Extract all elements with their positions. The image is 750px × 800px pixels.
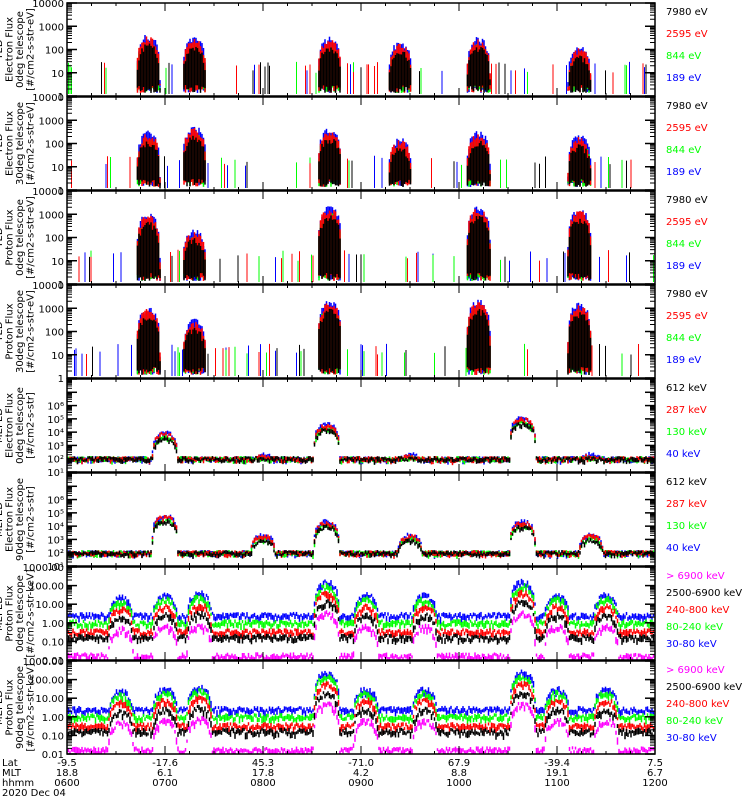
y-axis-label: TED Electron Flux 0deg telescope [#/cm2-s-s… <box>0 8 37 91</box>
y-axis-label-line: TED <box>0 133 5 154</box>
y-axis-label-line: 30deg telescope <box>15 290 26 373</box>
y-axis-label-line: 30deg telescope <box>15 102 26 185</box>
y-tick-label: 10⁵ <box>47 415 64 426</box>
y-tick-label: 1 <box>58 374 64 385</box>
y-tick-label: 1000 <box>39 22 64 33</box>
data-layer <box>71 126 632 189</box>
y-tick-label: 1000 <box>39 116 64 127</box>
y-tick-label: 1000 <box>39 304 64 315</box>
legend-item: 189 eV <box>666 261 701 272</box>
legend-item: 7980 eV <box>666 101 708 112</box>
y-tick-label: 10¹ <box>47 468 64 479</box>
y-axis-label-line: Proton Flux <box>5 209 16 265</box>
data-layer <box>78 206 654 282</box>
legend-item: 7980 eV <box>666 7 708 18</box>
series-7980-ev <box>101 43 647 94</box>
y-axis-label-line: Proton Flux <box>5 303 16 359</box>
data-layer <box>67 416 655 466</box>
y-axis-label-line: 0deg telescope <box>15 11 26 88</box>
y-tick-label: 100 <box>45 46 64 57</box>
y-tick-label: 100 <box>45 234 64 245</box>
y-tick-label: 1 <box>58 186 64 197</box>
y-tick-label: 10000 <box>32 187 64 198</box>
series-2595-ev <box>101 36 644 94</box>
y-tick-label: 1 <box>58 92 64 103</box>
y-tick-label: 10000 <box>32 0 64 10</box>
series-7980-ev <box>136 135 627 189</box>
y-axis-label-line: [#/cm2-s-str] <box>26 392 37 459</box>
legend-item: 189 eV <box>666 355 701 366</box>
series-189-ev <box>84 206 627 282</box>
series-7980-ev <box>92 308 632 376</box>
y-axis-label-line: 0deg telescope <box>15 199 26 276</box>
y-tick-label: 10⁶ <box>47 402 64 413</box>
y-axis-label-line: 0deg telescope <box>15 387 26 464</box>
y-axis-label-line: TED <box>0 321 5 342</box>
legend-item: 612 keV <box>666 383 707 394</box>
series-612-kev <box>67 421 655 465</box>
y-tick-label: 1000 <box>39 210 64 221</box>
series-189-ev <box>105 126 602 188</box>
y-tick-label: 100 <box>45 140 64 151</box>
y-axis-label-line: Electron Flux <box>5 393 16 458</box>
legend-item: 2595 eV <box>666 29 708 40</box>
y-axis-label-line: TED <box>0 39 5 60</box>
legend-item: 7980 eV <box>666 289 708 300</box>
legend-item: 844 eV <box>666 51 701 62</box>
legend-item: 844 eV <box>666 333 701 344</box>
legend-item: 189 eV <box>666 167 701 178</box>
y-tick-label: 10000 <box>32 93 64 104</box>
y-tick-label: 1 <box>58 280 64 291</box>
y-axis-label-line: MEPED <box>0 408 5 443</box>
y-tick-label: 10⁴ <box>47 428 64 439</box>
legend-item: 40 keV <box>666 449 700 460</box>
y-axis-label-line: TED <box>0 227 5 248</box>
y-tick-label: 10 <box>51 257 64 268</box>
data-layer <box>68 34 647 94</box>
y-axis-label: TED Proton Flux 0deg telescope [#/cm2-s-str… <box>0 196 37 279</box>
y-tick-label: 10² <box>47 455 64 466</box>
y-axis-label-line: [#/cm2-s-str-eV] <box>26 196 37 279</box>
legend-item: 844 eV <box>666 145 701 156</box>
y-tick-label: 10 <box>51 351 64 362</box>
y-axis-label: TED Electron Flux 30deg telescope [#/cm2-s-… <box>0 102 37 185</box>
legend-item: 2595 eV <box>666 123 708 134</box>
y-axis-label-line: [#/cm2-s-str-eV] <box>26 8 37 91</box>
y-axis-label-line: Electron Flux <box>5 17 16 82</box>
y-tick-label: 10³ <box>47 441 64 452</box>
y-axis-label-line: [#/cm2-s-str-eV] <box>26 290 37 373</box>
legend-item: 189 eV <box>666 73 701 84</box>
legend-item: 844 eV <box>666 239 701 250</box>
legend-item: 2595 eV <box>666 217 708 228</box>
y-axis-label-line: [#/cm2-s-str-eV] <box>26 102 37 185</box>
y-axis-label-line: Electron Flux <box>5 111 16 176</box>
legend-item: 2595 eV <box>666 311 708 322</box>
y-tick-label: 10 <box>51 69 64 80</box>
y-axis-label: TED Proton Flux 30deg telescope [#/cm2-s-st… <box>0 290 37 373</box>
panel-5: 10¹ 10² 10³ 10⁴ 10⁵ 10⁶ MEPED Electron Flux 0deg… <box>0 378 707 479</box>
y-axis-label: MEPED Electron Flux 0deg telescope [#/cm2-s… <box>0 387 37 464</box>
y-tick-label: 10000 <box>32 281 64 292</box>
series-844-ev <box>136 306 623 376</box>
data-layer <box>67 299 639 376</box>
series-7980-ev <box>89 215 630 282</box>
legend-item: 7980 eV <box>666 195 708 206</box>
legend-item: 130 keV <box>666 427 707 438</box>
legend-item: 287 keV <box>666 405 707 416</box>
y-tick-label: 100 <box>45 328 64 339</box>
data-layer <box>67 514 655 560</box>
y-tick-label: 10 <box>51 163 64 174</box>
